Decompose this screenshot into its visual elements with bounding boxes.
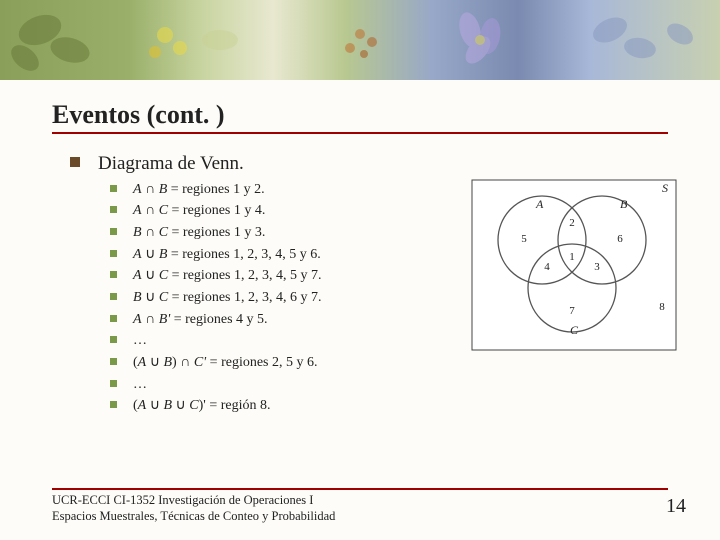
list-item-text: A ∪ B = regiones 1, 2, 3, 4, 5 y 6. [133, 244, 321, 266]
svg-text:1: 1 [569, 251, 575, 263]
footer-line1: UCR-ECCI CI-1352 Investigación de Operac… [52, 492, 335, 508]
bullet-icon [110, 315, 117, 322]
bullet-icon [110, 206, 117, 213]
list-item-text: A ∩ C = regiones 1 y 4. [133, 200, 265, 222]
list-item-text: … [133, 330, 147, 352]
footer-text: UCR-ECCI CI-1352 Investigación de Operac… [52, 492, 335, 525]
svg-text:8: 8 [659, 301, 665, 313]
title-rule [52, 132, 668, 134]
list-item-text: … [133, 374, 147, 396]
bullet-icon [110, 185, 117, 192]
svg-text:C: C [570, 323, 579, 337]
svg-text:B: B [620, 197, 628, 211]
bullet-icon [110, 358, 117, 365]
venn-diagram: 1 2 3 4 5 6 7 8 A B C S [470, 178, 690, 358]
list-item-text: B ∪ C = regiones 1, 2, 3, 4, 6 y 7. [133, 287, 321, 309]
bullet-icon [110, 336, 117, 343]
list-item-text: (A ∪ B) ∩ C' = regiones 2, 5 y 6. [133, 352, 318, 374]
list-item-text: (A ∪ B ∪ C)' = región 8. [133, 395, 271, 417]
svg-text:4: 4 [544, 261, 550, 273]
list-item-text: B ∩ C = regiones 1 y 3. [133, 222, 265, 244]
svg-text:3: 3 [594, 261, 600, 273]
bullet-icon [110, 401, 117, 408]
heading-text: Diagrama de Venn. [98, 150, 244, 179]
bullet-icon [110, 293, 117, 300]
list-item-text: A ∩ B' = regiones 4 y 5. [133, 309, 268, 331]
bullet-icon [110, 271, 117, 278]
svg-text:A: A [535, 197, 544, 211]
bullet-icon [110, 228, 117, 235]
list-item: … [110, 374, 650, 396]
list-item: (A ∪ B ∪ C)' = región 8. [110, 395, 650, 417]
bullet-icon [110, 380, 117, 387]
svg-text:7: 7 [569, 305, 575, 317]
svg-text:S: S [662, 181, 668, 195]
bullet-icon [70, 157, 80, 167]
decorative-banner [0, 0, 720, 80]
svg-text:2: 2 [569, 217, 575, 229]
page-number: 14 [666, 495, 686, 518]
bullet-icon [110, 250, 117, 257]
footer-line2: Espacios Muestrales, Técnicas de Conteo … [52, 508, 335, 524]
list-item-heading: Diagrama de Venn. [70, 150, 650, 179]
svg-text:5: 5 [521, 233, 527, 245]
footer-rule [52, 488, 668, 490]
slide-title: Eventos (cont. ) [52, 100, 225, 130]
list-item-text: A ∩ B = regiones 1 y 2. [133, 179, 265, 201]
svg-text:6: 6 [617, 233, 623, 245]
list-item-text: A ∪ C = regiones 1, 2, 3, 4, 5 y 7. [133, 265, 321, 287]
